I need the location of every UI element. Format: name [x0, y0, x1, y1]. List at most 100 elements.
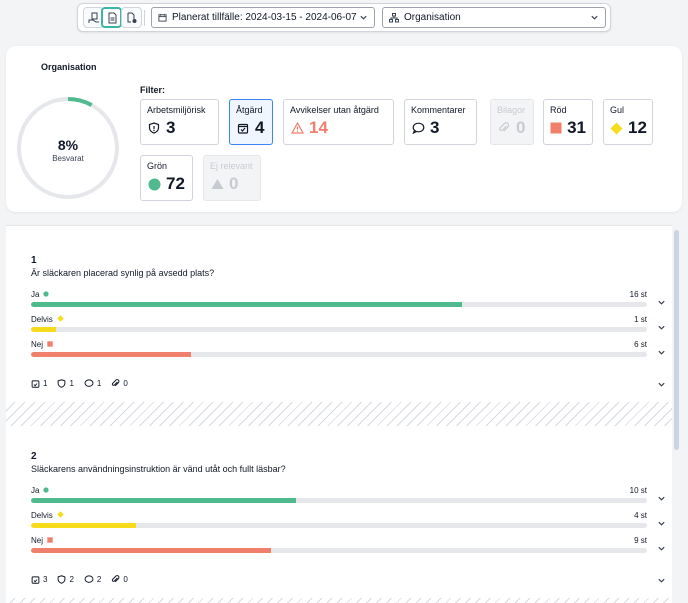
stat-attachments[interactable]: 0	[111, 379, 128, 388]
scope-select[interactable]: Organisation	[382, 7, 606, 28]
progress-ring-fill	[17, 97, 119, 199]
filter-chip-atgard[interactable]: Åtgärd 4	[229, 99, 273, 145]
chip-label: Arbetsmiljörisk	[147, 105, 206, 115]
stat-value: 1	[43, 379, 48, 388]
document-view-button[interactable]	[101, 7, 122, 28]
answer-bar	[31, 523, 647, 528]
filter-chip-bilagor[interactable]: Bilagor 0	[490, 99, 534, 145]
stat-actions[interactable]: 1	[31, 379, 47, 388]
yellow-diamond-icon	[57, 511, 64, 520]
filter-chip-gul[interactable]: Gul 12	[603, 99, 653, 145]
answer-label: Nej	[31, 340, 44, 349]
answer-bar	[31, 302, 647, 307]
grey-triangle-icon	[210, 177, 224, 191]
progress-ring	[17, 97, 119, 199]
section-divider	[6, 402, 672, 426]
question-stats: 3 2 2 0	[31, 575, 138, 584]
calendar-check-icon	[31, 576, 40, 584]
filter-chip-kommentarer[interactable]: Kommentarer 3	[404, 99, 477, 145]
answer-label: Delvis	[31, 511, 53, 520]
comment-icon	[411, 121, 425, 135]
answer-count: 16 st	[629, 290, 647, 299]
answer-label-wrap: Ja	[31, 290, 50, 299]
paperclip-icon	[112, 575, 120, 583]
answer-bar	[31, 327, 647, 332]
answer-row: Delvis 1 st	[6, 315, 672, 337]
stat-actions[interactable]: 3	[31, 575, 47, 584]
filter-heading: Filter:	[140, 85, 166, 95]
hand-document-icon	[88, 12, 99, 23]
chip-count: 12	[628, 118, 647, 137]
answered-label: Besvarat	[52, 154, 84, 163]
filter-chip-avvikelser[interactable]: Avvikelser utan åtgärd 14	[283, 99, 394, 145]
filter-chip-ej-relevant[interactable]: Ej relevant 0	[203, 155, 261, 201]
chip-count: 3	[430, 118, 440, 137]
answer-bar	[31, 548, 647, 553]
chip-count: 72	[166, 174, 185, 193]
shield-icon	[58, 575, 66, 584]
answer-bar-fill	[31, 327, 56, 332]
org-chart-icon	[389, 12, 399, 22]
chip-count: 4	[255, 118, 265, 137]
scope-value: Organisation	[404, 12, 461, 23]
answer-count: 6 st	[634, 340, 647, 349]
comment-icon	[84, 379, 94, 387]
chip-label: Avvikelser utan åtgärd	[290, 105, 379, 115]
date-range-value: Planerat tillfälle: 2024-03-15 - 2024-06…	[172, 12, 357, 23]
chevron-down-icon	[591, 15, 598, 20]
chip-label: Röd	[550, 105, 567, 115]
chevron-down-icon[interactable]	[657, 576, 666, 585]
scrollbar[interactable]	[674, 230, 679, 450]
chevron-down-icon[interactable]	[657, 544, 666, 553]
summary-card: Organisation 8% Besvarat Filter: Arbetsm…	[6, 46, 682, 212]
summary-title: Organisation	[41, 62, 97, 72]
document-settings-button[interactable]	[121, 7, 142, 28]
chip-count: 3	[166, 118, 176, 137]
stat-risks[interactable]: 1	[57, 379, 74, 388]
filter-chip-arbetsmiljorisk[interactable]: Arbetsmiljörisk 3	[140, 99, 219, 145]
chevron-down-icon	[360, 15, 367, 20]
filter-chip-rod[interactable]: Röd 31	[543, 99, 593, 145]
chip-label: Ej relevant	[210, 161, 253, 171]
yellow-diamond-icon	[57, 315, 64, 324]
shield-icon	[147, 121, 161, 135]
stat-comments[interactable]: 2	[84, 575, 101, 584]
calendar-check-icon	[236, 121, 250, 135]
stat-value: 0	[123, 575, 128, 584]
stat-value: 1	[96, 379, 102, 388]
chip-label: Gul	[610, 105, 625, 115]
chevron-down-icon[interactable]	[657, 494, 666, 503]
red-square-icon	[47, 340, 53, 349]
stat-attachments[interactable]: 0	[111, 575, 128, 584]
yellow-diamond-icon	[610, 121, 623, 135]
green-dot-icon	[43, 290, 50, 299]
stat-comments[interactable]: 1	[84, 379, 101, 388]
stat-value: 0	[123, 379, 128, 388]
toolbar: Planerat tillfälle: 2024-03-15 - 2024-06…	[77, 3, 611, 32]
chip-label: Kommentarer	[411, 105, 466, 115]
chevron-down-icon[interactable]	[657, 298, 666, 307]
chip-count: 31	[567, 118, 586, 137]
chevron-down-icon[interactable]	[657, 519, 666, 528]
stat-value: 2	[96, 575, 102, 584]
document-icon	[108, 12, 116, 23]
answer-bar-fill	[31, 548, 272, 553]
stat-value: 1	[69, 379, 74, 388]
answer-label: Nej	[31, 536, 44, 545]
stat-value: 2	[69, 575, 74, 584]
chevron-down-icon[interactable]	[657, 380, 666, 389]
chevron-down-icon[interactable]	[657, 323, 666, 332]
question-stats: 1 1 1 0	[31, 379, 138, 388]
answer-count: 10 st	[629, 486, 647, 495]
paperclip-icon	[497, 121, 511, 135]
chevron-down-icon[interactable]	[657, 348, 666, 357]
date-range-select[interactable]: Planerat tillfälle: 2024-03-15 - 2024-06…	[151, 7, 375, 28]
comment-icon	[84, 575, 94, 583]
answer-label-wrap: Nej	[31, 340, 53, 349]
filter-chip-gron[interactable]: Grön 72	[140, 155, 193, 201]
answer-label-wrap: Delvis	[31, 511, 64, 520]
stat-risks[interactable]: 2	[57, 575, 74, 584]
calendar-icon	[158, 13, 167, 22]
chip-label: Bilagor	[497, 105, 526, 115]
answered-percent: 8%	[57, 137, 79, 153]
